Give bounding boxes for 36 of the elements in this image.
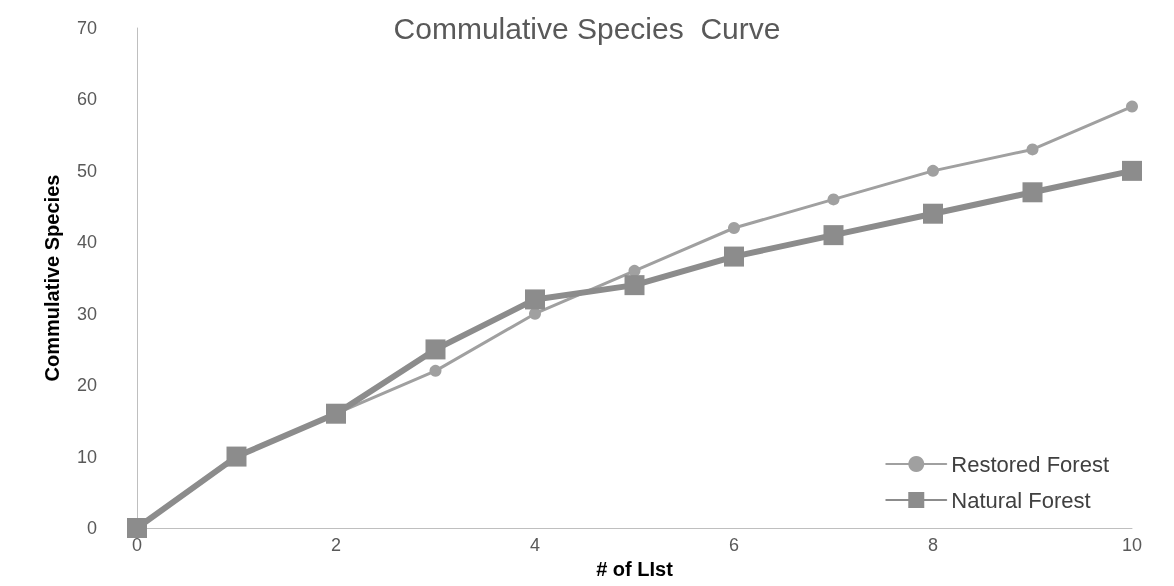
y-tick-label: 60 (76, 89, 97, 110)
point (624, 275, 645, 296)
y-tick-label: 10 (76, 446, 97, 467)
point (1122, 160, 1142, 181)
y-tick-label: 40 (76, 232, 97, 253)
x-tick-label: 2 (330, 535, 342, 555)
point (1022, 182, 1043, 203)
point (326, 403, 346, 424)
y-tick-label: 0 (86, 518, 97, 538)
point (927, 164, 939, 177)
y-tick-label: 20 (76, 375, 97, 396)
x-axis-title: # of LIst (596, 557, 674, 580)
point (827, 193, 840, 206)
point (1126, 100, 1138, 113)
chart-title: Commulative Species Curve (393, 11, 781, 45)
point (1026, 143, 1039, 156)
legend-label: Natural Forest (951, 487, 1091, 513)
y-axis-title: Commulative Species (41, 174, 63, 382)
x-tick-label: 0 (131, 535, 143, 555)
point (525, 289, 545, 310)
y-tick-label: 50 (76, 160, 97, 181)
point (724, 246, 744, 267)
y-tick-label: 70 (76, 18, 97, 38)
point (823, 225, 844, 246)
point (226, 446, 247, 467)
point (127, 518, 147, 538)
x-tick-label: 10 (1121, 535, 1143, 555)
point (728, 222, 740, 234)
point (429, 364, 442, 377)
y-tick-label: 30 (76, 303, 97, 324)
x-tick-label: 6 (728, 535, 740, 555)
point (923, 203, 943, 224)
x-tick-label: 8 (927, 535, 939, 555)
legend-label: Restored Forest (951, 451, 1110, 477)
x-tick-label: 4 (529, 535, 541, 555)
point (425, 339, 446, 360)
